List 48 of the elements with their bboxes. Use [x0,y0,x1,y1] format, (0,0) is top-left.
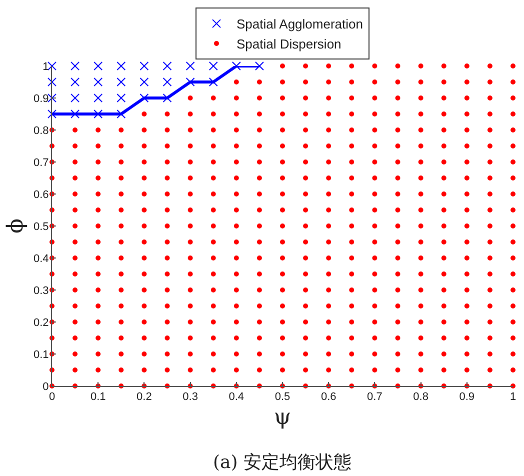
x-tick-label: 0.3 [182,391,198,404]
point [48,110,56,118]
legend-label: Spatial Agglomeration [236,16,363,32]
y-tick-label: 1 [42,60,49,73]
x-tick-label: 0.2 [136,391,152,404]
point [116,78,126,86]
x-axis-title: ψ [274,405,292,430]
point [70,94,80,102]
point [254,62,264,70]
y-tick-label: 0.1 [34,348,49,361]
point [48,78,56,86]
point [94,78,103,86]
y-tick-label: 0.2 [34,316,49,329]
point [162,78,172,86]
y-tick-label: 0 [42,380,49,393]
y-tick-label: 0.5 [34,220,49,233]
x-tick-label: 0.5 [274,391,290,404]
point [94,94,103,102]
x-tick-label: 0.6 [320,391,336,404]
point [70,62,80,70]
text: (a) 安定均衡状態 [213,452,352,473]
point [70,110,80,118]
legend-label: Spatial Dispersion [236,36,342,52]
point [140,62,149,70]
x-tick-label: 0.9 [459,391,475,404]
y-tick-label: 0.6 [34,188,49,201]
point [48,62,56,70]
point [208,62,218,70]
y-tick-label: 0.9 [34,92,49,105]
y-tick-label: 0.7 [34,156,49,169]
point [94,110,103,118]
point [140,78,149,86]
x-tick-label: 0.1 [90,391,106,404]
x-tick-label: 0.4 [228,391,244,404]
point [94,62,103,70]
point [70,78,80,86]
point [186,62,195,70]
x-tick-label: 1 [510,391,516,404]
y-tick-label: 0.4 [34,252,49,265]
point [162,62,172,70]
y-tick-label: 0.8 [34,124,49,137]
point [116,62,126,70]
point [116,94,126,102]
y-axis-title: ϕ [3,218,28,234]
y-tick-label: 0.3 [34,284,49,297]
x-tick-label: 0.8 [413,391,428,404]
x-tick-label: 0.7 [367,391,382,404]
point [232,62,241,70]
